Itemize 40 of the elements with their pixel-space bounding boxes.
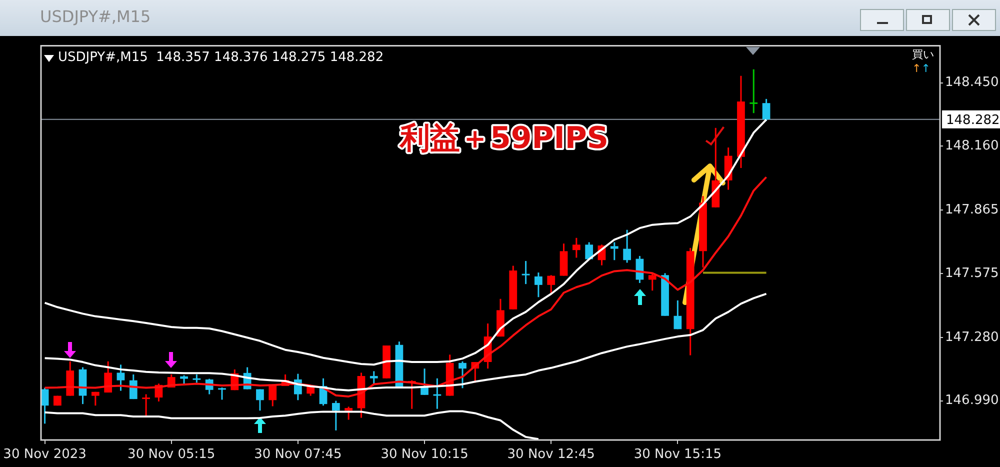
y-tick-label: 147.280: [945, 330, 999, 346]
candlestick: [522, 260, 530, 285]
candlestick: [370, 370, 378, 385]
candlestick: [256, 388, 264, 412]
candlestick: [585, 241, 594, 260]
y-tick-label: 148.450: [945, 75, 999, 90]
candlestick: [674, 300, 682, 330]
candlestick: [750, 68, 758, 114]
candlestick: [142, 394, 150, 416]
y-tick-label: 148.160: [945, 138, 999, 154]
candlestick: [344, 406, 353, 420]
ref-line-label: 148.282: [946, 112, 1000, 128]
x-tick-label: 30 Nov 05:15: [128, 447, 216, 462]
candlestick: [610, 241, 618, 261]
candlestick: [116, 364, 125, 392]
y-tick-label: 147.865: [945, 202, 999, 218]
x-tick-label: 30 Nov 07:45: [254, 447, 342, 462]
candlestick: [218, 386, 226, 400]
text: ↑↑: [912, 62, 930, 75]
candlestick: [534, 272, 542, 298]
candlestick: [91, 391, 100, 406]
x-tick-label: 30 Nov 10:15: [380, 447, 468, 462]
candlestick: [623, 229, 631, 264]
candlestick: [648, 272, 656, 292]
text: 買い: [912, 48, 934, 61]
candlestick: [433, 378, 442, 410]
candlestick: [762, 98, 770, 122]
x-tick-label: 30 Nov 12:45: [507, 447, 595, 462]
candlestick: [332, 400, 340, 432]
x-tick-label: 30 Nov 2023: [3, 447, 86, 462]
candlestick: [572, 237, 580, 258]
candlestick: [547, 274, 556, 295]
chart-subtitle: USDJPY#,M15 148.357 148.376 148.275 148.282: [58, 50, 384, 66]
candlestick: [458, 360, 466, 389]
candlestick: [420, 368, 428, 396]
y-tick-label: 146.990: [945, 393, 999, 408]
annotation: 利益＋59PIPS: [399, 120, 608, 156]
y-tick-label: 147.575: [945, 266, 999, 281]
chart-title: USDJPY#,M15: [40, 7, 151, 26]
x-tick-label: 30 Nov 15:15: [634, 447, 722, 462]
